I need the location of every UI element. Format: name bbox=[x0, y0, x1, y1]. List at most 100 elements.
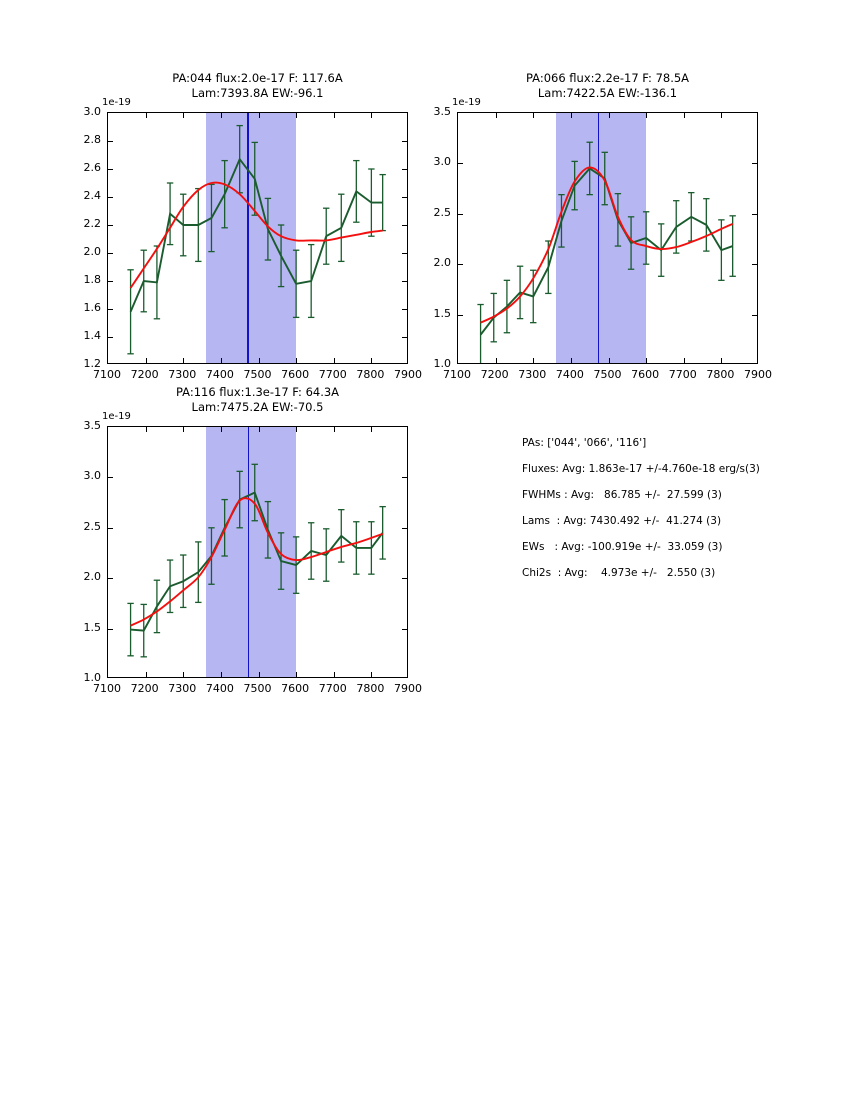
y-tick bbox=[108, 628, 113, 630]
y-tick-label: 2.5 bbox=[433, 205, 452, 219]
x-tick-label: 7600 bbox=[631, 368, 660, 381]
axes-frame bbox=[457, 112, 758, 364]
y-axis-offset-label: 1e-19 bbox=[452, 97, 481, 108]
y-tick-label: 2.0 bbox=[83, 245, 102, 258]
summary-text-block: PAs: ['044', '066', '116'] Fluxes: Avg: 1… bbox=[522, 430, 760, 586]
x-tick bbox=[683, 113, 685, 118]
y-tick bbox=[752, 213, 757, 215]
x-tick-label: 7800 bbox=[356, 368, 385, 381]
y-tick-label: 1.2 bbox=[83, 357, 102, 370]
x-tick-label: 7900 bbox=[744, 368, 772, 381]
x-tick-label: 7100 bbox=[93, 682, 121, 695]
y-tick bbox=[458, 314, 463, 316]
y-tick bbox=[402, 169, 407, 170]
y-tick-label: 2.0 bbox=[83, 570, 102, 584]
x-tick bbox=[183, 427, 185, 432]
centroid-vline bbox=[597, 113, 600, 363]
y-tick-label: 3.5 bbox=[83, 419, 102, 432]
y-tick bbox=[402, 578, 407, 580]
x-tick bbox=[721, 358, 723, 363]
axes-frame bbox=[107, 426, 408, 678]
x-tick-label: 7800 bbox=[356, 682, 385, 695]
y-tick-label: 2.2 bbox=[83, 217, 102, 230]
observed-spectrum-line bbox=[479, 167, 733, 336]
y-tick-label: 3.5 bbox=[433, 105, 452, 118]
x-tick bbox=[296, 672, 298, 677]
x-tick-label: 7200 bbox=[130, 682, 159, 695]
x-tick-label: 7700 bbox=[318, 368, 347, 381]
y-tick-label: 3.0 bbox=[83, 469, 102, 483]
y-tick bbox=[402, 281, 407, 282]
x-tick-label: 7400 bbox=[205, 368, 234, 381]
x-tick bbox=[608, 358, 610, 363]
x-tick bbox=[646, 113, 648, 118]
x-tick bbox=[296, 427, 298, 432]
summary-line: EWs : Avg: -100.919e +/- 33.059 (3) bbox=[522, 541, 723, 553]
y-tick-label: 1.5 bbox=[83, 620, 102, 634]
y-tick bbox=[108, 309, 113, 310]
x-tick-label: 7600 bbox=[281, 682, 310, 695]
x-tick bbox=[145, 427, 147, 432]
x-tick bbox=[258, 113, 260, 118]
x-tick bbox=[333, 358, 335, 363]
y-tick bbox=[402, 309, 407, 310]
y-tick-label: 1.0 bbox=[433, 357, 452, 370]
x-tick-label: 7100 bbox=[93, 368, 121, 381]
x-tick bbox=[333, 427, 335, 432]
y-tick bbox=[108, 337, 113, 338]
x-tick bbox=[183, 358, 185, 363]
x-tick bbox=[646, 358, 648, 363]
x-tick-label: 7400 bbox=[205, 682, 234, 695]
x-tick-label: 7700 bbox=[668, 368, 697, 381]
panel-title-line1: PA:116 flux:1.3e-17 F: 64.3A bbox=[175, 385, 340, 399]
y-axis-offset-label: 1e-19 bbox=[102, 97, 131, 108]
y-tick-label: 1.5 bbox=[433, 306, 452, 320]
observed-spectrum-line bbox=[130, 491, 384, 632]
data-layer bbox=[127, 124, 386, 355]
x-tick bbox=[495, 113, 497, 118]
y-tick bbox=[402, 141, 407, 142]
x-tick bbox=[333, 113, 335, 118]
panel-title-line1: PA:066 flux:2.2e-17 F: 78.5A bbox=[525, 71, 690, 85]
x-tick-label: 7100 bbox=[443, 368, 471, 381]
x-tick bbox=[258, 427, 260, 432]
x-tick-label: 7300 bbox=[518, 368, 547, 381]
gaussian-fit-line bbox=[130, 497, 383, 627]
x-tick-label: 7500 bbox=[243, 368, 272, 381]
x-tick-label: 7400 bbox=[555, 368, 584, 381]
x-tick bbox=[371, 358, 373, 363]
x-tick-label: 7300 bbox=[168, 368, 197, 381]
x-tick bbox=[533, 113, 535, 118]
y-tick bbox=[108, 197, 113, 198]
x-tick bbox=[220, 427, 222, 432]
x-tick-label: 7900 bbox=[394, 368, 422, 381]
y-tick-label: 2.4 bbox=[83, 189, 102, 202]
x-tick-label: 7900 bbox=[394, 682, 422, 695]
x-tick bbox=[145, 672, 147, 677]
y-tick bbox=[108, 477, 113, 479]
panel-title-line2: Lam:7475.2A EW:-70.5 bbox=[191, 400, 324, 414]
y-tick bbox=[402, 253, 407, 254]
axes-frame bbox=[107, 112, 408, 364]
y-tick bbox=[402, 337, 407, 338]
x-tick-label: 7500 bbox=[243, 682, 272, 695]
y-tick bbox=[108, 141, 113, 142]
y-tick bbox=[752, 163, 757, 165]
summary-line: PAs: ['044', '066', '116'] bbox=[522, 437, 647, 449]
y-tick bbox=[458, 163, 463, 165]
summary-line: Lams : Avg: 7430.492 +/- 41.274 (3) bbox=[522, 515, 722, 527]
x-tick bbox=[721, 113, 723, 118]
x-tick bbox=[570, 358, 572, 363]
y-tick bbox=[458, 213, 463, 215]
x-tick-label: 7800 bbox=[706, 368, 735, 381]
gaussian-fit-line bbox=[129, 181, 383, 289]
x-tick bbox=[333, 672, 335, 677]
data-layer bbox=[477, 141, 736, 363]
x-tick bbox=[371, 113, 373, 118]
y-tick bbox=[108, 578, 113, 580]
x-tick-label: 7700 bbox=[318, 682, 347, 695]
x-tick bbox=[371, 427, 373, 432]
